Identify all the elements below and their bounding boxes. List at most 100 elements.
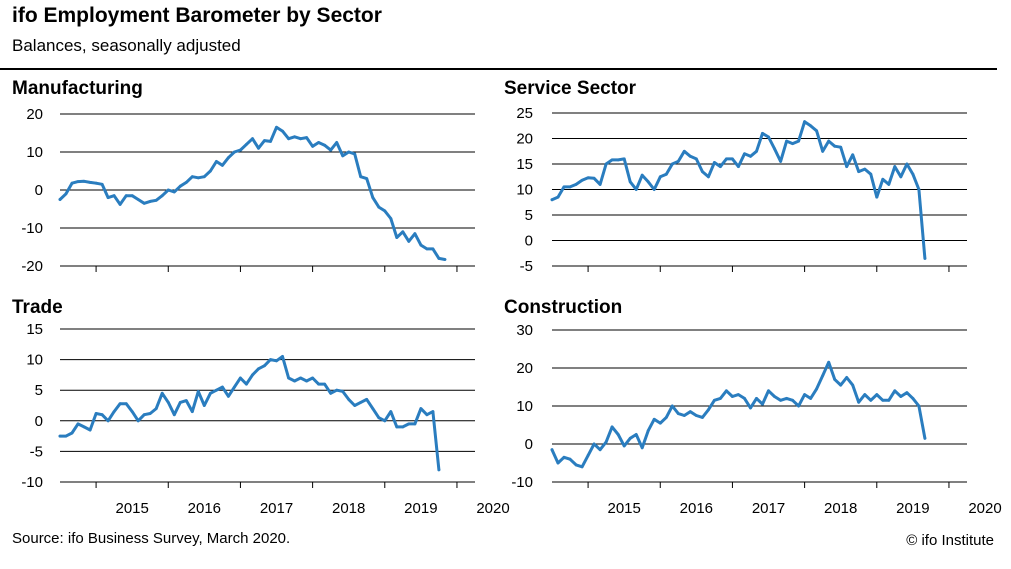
manufacturing-data-point: [359, 175, 363, 179]
manufacturing-data-point: [443, 258, 447, 261]
service-sector-y-tick-label: 20: [516, 131, 533, 148]
manufacturing-y-tick-label: 10: [26, 144, 43, 161]
manufacturing-data-point: [377, 205, 381, 209]
manufacturing-data-point: [353, 152, 357, 156]
manufacturing-series-line: [58, 125, 447, 261]
trade-data-point: [293, 379, 296, 383]
service-sector-data-point: [640, 173, 644, 177]
trade-data-point: [269, 358, 272, 361]
trade-data-point: [329, 391, 333, 395]
manufacturing-data-point: [88, 181, 92, 184]
trade-data-point: [215, 388, 218, 392]
service-sector-data-point: [707, 175, 710, 179]
construction-data-point: [761, 402, 764, 406]
construction-data-point: [664, 416, 668, 419]
construction-panel-title: Construction: [504, 297, 622, 318]
service-sector-data-point: [550, 198, 554, 202]
construction-y-tick-label: 0: [525, 436, 533, 453]
service-sector-data-point: [701, 170, 704, 174]
construction-data-point: [682, 414, 686, 417]
trade-data-point: [263, 364, 266, 368]
manufacturing-panel-title: Manufacturing: [12, 78, 143, 99]
manufacturing-data-point: [371, 196, 375, 200]
chart-subtitle: Balances, seasonally adjusted: [12, 36, 241, 55]
service-sector-data-point: [767, 135, 770, 139]
manufacturing-data-point: [178, 184, 182, 188]
trade-y-tick-label: 15: [26, 321, 43, 338]
trade-data-point: [413, 422, 417, 426]
construction-series-line: [550, 360, 927, 469]
trade-data-point: [287, 376, 290, 380]
manufacturing-data-point: [76, 180, 80, 184]
construction-data-point: [911, 397, 915, 400]
construction-data-point: [887, 398, 891, 402]
trade-data-point: [323, 382, 326, 386]
service-sector-data-point: [598, 183, 602, 186]
service-sector-y-tick-label: 15: [516, 156, 533, 173]
trade-data-point: [94, 412, 98, 415]
manufacturing-data-point: [395, 236, 399, 239]
construction-data-point: [610, 425, 614, 429]
trade-data-point: [353, 404, 357, 407]
service-sector-data-point: [622, 157, 626, 161]
trade-data-point: [64, 434, 68, 438]
trade-y-tick-label: -10: [21, 474, 43, 491]
manufacturing-data-point: [305, 136, 308, 140]
trade-data-point: [431, 410, 435, 413]
trade-data-point: [221, 385, 224, 389]
trade-data-point: [227, 394, 230, 398]
construction-data-point: [616, 433, 620, 436]
service-sector-data-point: [785, 139, 788, 143]
service-sector-y-tick-label: 5: [525, 207, 533, 224]
manufacturing-data-point: [124, 194, 128, 198]
manufacturing-data-point: [221, 163, 224, 167]
service-sector-data-point: [580, 178, 584, 182]
trade-data-point: [100, 413, 104, 417]
trade-data-point: [365, 398, 369, 401]
manufacturing-data-point: [335, 141, 339, 144]
service-sector-data-point: [568, 185, 572, 189]
construction-data-point: [694, 414, 698, 417]
construction-data-point: [809, 397, 812, 400]
trade-x-tick-label: 2017: [260, 500, 293, 517]
manufacturing-data-point: [154, 198, 158, 202]
service-sector-data-point: [911, 172, 915, 176]
manufacturing-data-point: [233, 150, 236, 154]
construction-x-tick-label: 2015: [607, 500, 640, 517]
trade-data-point: [377, 416, 381, 420]
trade-data-point: [407, 422, 411, 426]
construction-data-point: [604, 440, 608, 444]
construction-data-point: [803, 393, 806, 396]
manufacturing-data-point: [287, 137, 290, 141]
construction-data-point: [755, 397, 758, 400]
service-sector-data-point: [688, 154, 692, 158]
manufacturing-data-point: [365, 177, 369, 181]
service-sector-data-point: [761, 132, 764, 135]
service-sector-data-point: [628, 180, 632, 184]
construction-data-point: [821, 374, 825, 377]
trade-data-point: [425, 413, 429, 417]
manufacturing-data-point: [70, 181, 74, 185]
trade-data-point: [82, 425, 86, 429]
construction-data-point: [737, 393, 740, 396]
manufacturing-data-point: [347, 150, 351, 154]
manufacturing-data-point: [275, 125, 278, 129]
manufacturing-data-point: [112, 194, 116, 198]
service-sector-data-point: [616, 158, 620, 162]
construction-data-point: [658, 421, 662, 425]
trade-x-tick-label: 2016: [188, 500, 221, 517]
manufacturing-data-point: [64, 192, 68, 196]
construction-data-point: [797, 404, 800, 408]
trade-data-point: [383, 419, 387, 423]
construction-data-point: [749, 406, 752, 410]
service-sector-y-tick-label: -5: [520, 258, 533, 275]
service-sector-data-point: [664, 172, 668, 176]
construction-data-point: [550, 448, 554, 452]
trade-data-point: [299, 376, 302, 380]
service-sector-data-point: [676, 160, 680, 163]
trade-data-point: [118, 402, 122, 406]
manufacturing-y-tick-label: -20: [21, 258, 43, 275]
trade-x-tick-label: 2019: [404, 500, 437, 517]
manufacturing-y-tick-label: -10: [21, 220, 43, 237]
